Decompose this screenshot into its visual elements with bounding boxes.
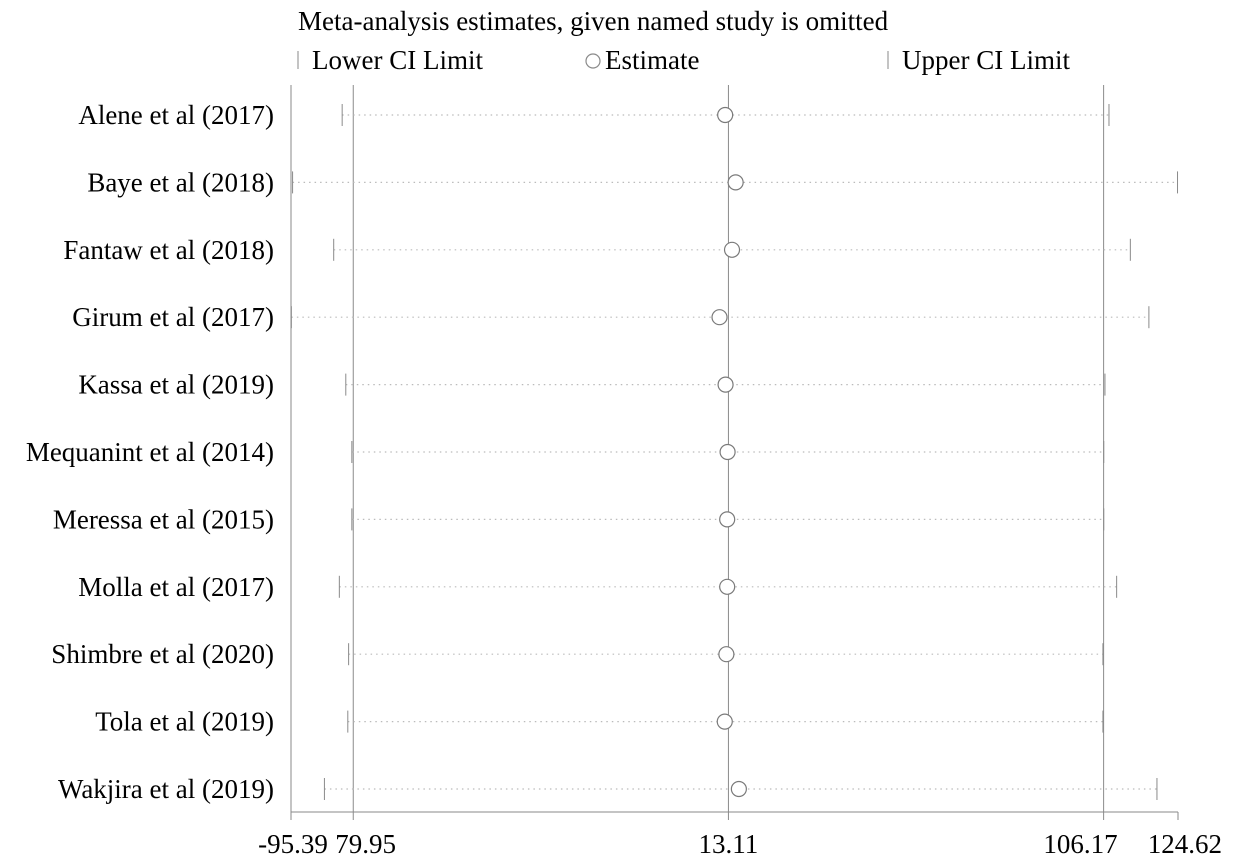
study-label: Baye et al (2018) — [87, 167, 274, 197]
x-axis: -95.39 79.95 13.11 106.17 124.62 — [258, 811, 1222, 857]
study-row: Mequanint et al (2014) — [26, 437, 1105, 467]
study-row: Wakjira et al (2019) — [58, 774, 1158, 804]
estimate-marker — [727, 174, 744, 191]
study-label: Girum et al (2017) — [72, 302, 274, 332]
estimate-marker — [723, 241, 741, 258]
x-tick-label: 124.62 — [1148, 829, 1222, 857]
legend: Lower CI Limit Estimate Upper CI Limit — [297, 45, 1070, 75]
study-row: Shimbre et al (2020) — [51, 639, 1104, 669]
study-label: Alene et al (2017) — [78, 100, 274, 130]
legend-estimate-marker — [585, 53, 601, 69]
x-tick-label: 106.17 — [1043, 829, 1117, 857]
legend-estimate-label: Estimate — [605, 45, 699, 75]
study-label: Meressa et al (2015) — [53, 504, 274, 534]
estimate-marker — [719, 578, 736, 595]
estimate-marker — [717, 376, 734, 393]
study-row: Fantaw et al (2018) — [63, 235, 1131, 265]
study-label: Mequanint et al (2014) — [26, 437, 274, 467]
estimate-marker — [719, 443, 736, 461]
study-label: Kassa et al (2019) — [78, 370, 274, 400]
study-row: Molla et al (2017) — [78, 572, 1118, 602]
study-row: Alene et al (2017) — [78, 100, 1110, 130]
study-label: Wakjira et al (2019) — [58, 774, 274, 804]
legend-upper-label: Upper CI Limit — [902, 45, 1070, 75]
estimate-marker — [717, 106, 734, 124]
plot-area — [290, 85, 1105, 812]
x-tick-label: 13.11 — [699, 829, 759, 857]
study-label: Shimbre et al (2020) — [51, 639, 274, 669]
study-label: Fantaw et al (2018) — [63, 235, 274, 265]
study-label: Tola et al (2019) — [95, 707, 274, 737]
study-row: Girum et al (2017) — [72, 302, 1150, 332]
study-row: Tola et al (2019) — [95, 707, 1104, 737]
estimate-marker — [711, 309, 728, 326]
legend-lower-label: Lower CI Limit — [312, 45, 483, 75]
x-tick-label: 79.95 — [335, 829, 396, 857]
study-row: Kassa et al (2019) — [78, 370, 1106, 400]
study-rows: Alene et al (2017) Baye et al (2018) Fanta… — [26, 100, 1179, 804]
estimate-marker — [718, 646, 735, 663]
study-label: Molla et al (2017) — [78, 572, 274, 602]
study-row: Meressa et al (2015) — [53, 504, 1105, 534]
estimate-marker — [719, 511, 736, 528]
estimate-marker — [730, 780, 747, 798]
chart-title: Meta-analysis estimates, given named stu… — [298, 6, 889, 36]
study-row: Baye et al (2018) — [87, 167, 1179, 197]
estimate-marker — [716, 713, 733, 730]
x-tick-label: -95.39 — [258, 829, 328, 857]
